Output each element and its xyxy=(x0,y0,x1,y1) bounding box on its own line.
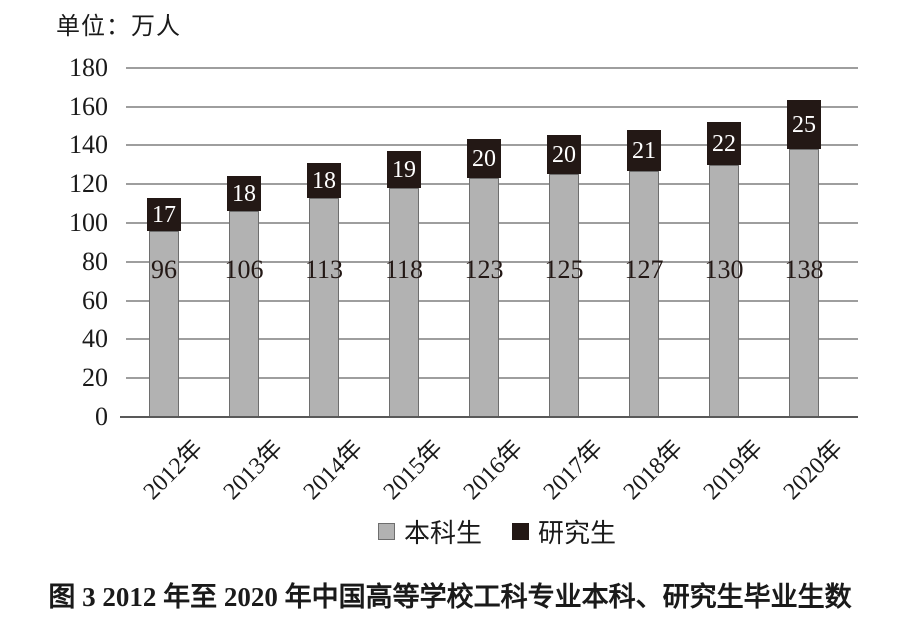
undergrad-bar-segment xyxy=(629,171,659,417)
legend-label: 本科生 xyxy=(403,519,482,548)
x-tick-label: 2018年 xyxy=(618,435,689,505)
grad-value-label: 18 xyxy=(232,180,256,207)
undergrad-bar-segment xyxy=(469,178,499,417)
x-tick-label: 2013年 xyxy=(218,435,289,505)
y-tick-label: 0 xyxy=(95,402,108,431)
x-tick-label: 2019年 xyxy=(698,435,769,505)
legend-item: 本科生 xyxy=(377,513,482,550)
y-tick-label: 160 xyxy=(69,92,108,121)
x-tick-label: 2020年 xyxy=(778,435,849,505)
grad-value-label: 21 xyxy=(632,137,656,164)
grad-bar-segment: 17 xyxy=(147,198,181,231)
undergrad-value-label: 125 xyxy=(544,255,584,284)
x-tick-label: 2015年 xyxy=(378,435,449,505)
undergrad-bar-segment xyxy=(229,211,259,417)
undergrad-value-label: 127 xyxy=(624,255,664,284)
grad-bar-segment: 21 xyxy=(627,130,661,171)
undergrad-bar-segment xyxy=(149,231,179,417)
undergrad-value-label: 123 xyxy=(464,255,504,284)
grad-value-label: 22 xyxy=(712,130,736,157)
gridline xyxy=(126,106,858,108)
grad-bar-segment: 22 xyxy=(707,122,741,165)
x-axis-line xyxy=(120,416,858,418)
x-tick-label: 2016年 xyxy=(458,435,529,505)
y-tick-label: 100 xyxy=(69,208,108,237)
grad-value-label: 18 xyxy=(312,167,336,194)
y-tick-label: 180 xyxy=(69,53,108,82)
y-tick-label: 120 xyxy=(69,169,108,198)
undergrad-bar-segment xyxy=(309,198,339,417)
undergrad-value-label: 106 xyxy=(224,255,264,284)
grad-bar-segment: 18 xyxy=(307,163,341,198)
axis-unit-label: 单位：万人 xyxy=(56,14,181,40)
undergrad-bar-segment xyxy=(549,174,579,417)
undergrad-value-label: 130 xyxy=(704,255,744,284)
grad-value-label: 17 xyxy=(152,201,176,228)
x-tick-label: 2014年 xyxy=(298,435,369,505)
y-tick-label: 140 xyxy=(69,130,108,159)
undergrad-bar-segment xyxy=(709,165,739,417)
legend: 本科生 研究生 xyxy=(0,513,900,550)
undergrad-value-label: 113 xyxy=(304,255,344,284)
undergrad-value-label: 138 xyxy=(784,255,824,284)
undergrad-bar-segment xyxy=(389,188,419,417)
legend-label: 研究生 xyxy=(538,519,617,548)
x-tick-label: 2017年 xyxy=(538,435,609,505)
undergrad-value-label: 118 xyxy=(384,255,424,284)
grad-bar-segment: 20 xyxy=(467,139,501,178)
grad-bar-segment: 19 xyxy=(387,151,421,188)
grad-bar-segment: 18 xyxy=(227,176,261,211)
y-tick-label: 60 xyxy=(82,286,108,315)
grad-bar-segment: 20 xyxy=(547,135,581,174)
legend-item: 研究生 xyxy=(512,513,616,550)
legend-swatch-icon xyxy=(377,523,395,540)
x-tick-label: 2012年 xyxy=(138,435,209,505)
y-tick-label: 40 xyxy=(82,324,108,353)
legend-swatch-icon xyxy=(512,523,529,540)
figure-caption: 图 3 2012 年至 2020 年中国高等学校工科专业本科、研究生毕业生数 xyxy=(48,582,852,612)
grad-value-label: 25 xyxy=(792,111,816,138)
grad-bar-segment: 25 xyxy=(787,100,821,149)
undergrad-value-label: 96 xyxy=(151,255,177,284)
grad-value-label: 20 xyxy=(472,145,496,172)
y-tick-label: 80 xyxy=(82,247,108,276)
grad-value-label: 19 xyxy=(392,156,416,183)
y-tick-label: 20 xyxy=(82,363,108,392)
gridline xyxy=(126,67,858,69)
grad-value-label: 20 xyxy=(552,141,576,168)
